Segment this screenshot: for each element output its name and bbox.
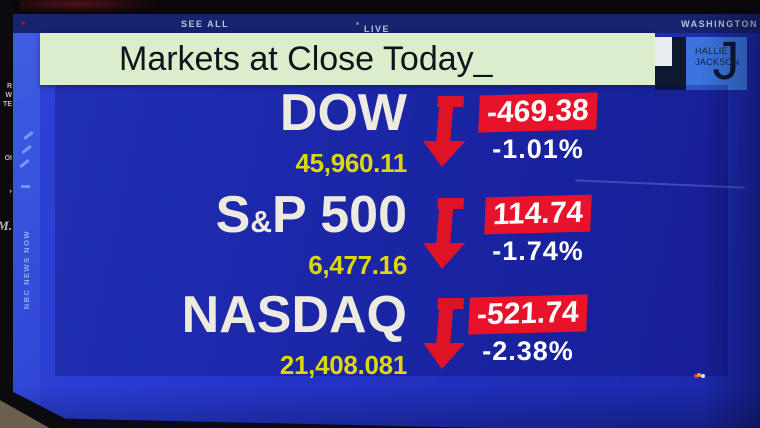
index-name: S&P 500 xyxy=(215,186,407,244)
network-rail: NBC NEWS NOW xyxy=(13,33,40,428)
live-label: LIVE xyxy=(364,24,391,34)
bezel-text-fragment: TE xyxy=(3,101,12,108)
host-name: HALLIE JACKSON xyxy=(695,46,740,68)
change-percent: -2.38% xyxy=(482,336,574,366)
bezel-text-fragment: M. xyxy=(0,218,12,233)
see-all-label: SEE ALL xyxy=(181,19,230,29)
bezel-text-fragment: OI xyxy=(4,155,12,162)
rail-dash-icon xyxy=(21,185,30,188)
broadcast-top-bar: SEE ALL LIVE WASHINGTON xyxy=(13,14,760,34)
bezel-text-fragment: W xyxy=(5,92,12,99)
change-value-badge: -521.74 xyxy=(468,294,588,335)
market-row-dow: DOW 45,960.11 -469.38 -1.01% xyxy=(13,84,760,180)
market-board xyxy=(55,85,728,376)
tv-screen: SEE ALL LIVE WASHINGTON NBC NEWS NOW Mar… xyxy=(13,14,760,428)
bezel-text-fragment: R xyxy=(6,83,12,90)
live-dot-icon xyxy=(356,22,359,25)
bezel-text-fragment: ’ xyxy=(9,189,12,200)
badge-monogram-j: J xyxy=(712,31,740,91)
host-last-name: JACKSON xyxy=(695,57,740,67)
change-value-badge: 114.74 xyxy=(484,194,592,235)
market-row-sp500: S&P 500 6,477.16 114.74 -1.74% xyxy=(13,186,760,282)
index-close-value: 45,960.11 xyxy=(295,148,407,178)
show-badge: J HALLIE JACKSON xyxy=(655,33,747,90)
index-close-value: 21,408.081 xyxy=(279,350,407,380)
live-indicator: LIVE xyxy=(356,19,389,34)
location-label: WASHINGTON xyxy=(681,19,758,29)
nbc-peacock-icon xyxy=(694,373,706,379)
monitor-left-bezel: R W TE OI ’ M. xyxy=(0,0,13,428)
host-first-name: HALLIE xyxy=(695,46,728,56)
market-row-nasdaq: NASDAQ 21,408.081 -521.74 -2.38% xyxy=(13,286,760,382)
title-banner: Markets at Close Today_ xyxy=(40,33,655,85)
record-dot-icon xyxy=(21,21,25,25)
badge-dark-block xyxy=(655,66,672,90)
badge-white-block xyxy=(655,37,672,66)
photo-red-glow xyxy=(20,0,160,13)
index-close-value: 6,477.16 xyxy=(308,250,407,280)
badge-h-stem xyxy=(672,37,686,90)
page-title: Markets at Close Today_ xyxy=(119,39,493,78)
change-value-badge: -469.38 xyxy=(478,92,598,133)
change-percent: -1.74% xyxy=(492,236,584,266)
index-name: DOW xyxy=(279,84,407,142)
change-percent: -1.01% xyxy=(492,134,584,164)
index-name: NASDAQ xyxy=(181,286,407,344)
